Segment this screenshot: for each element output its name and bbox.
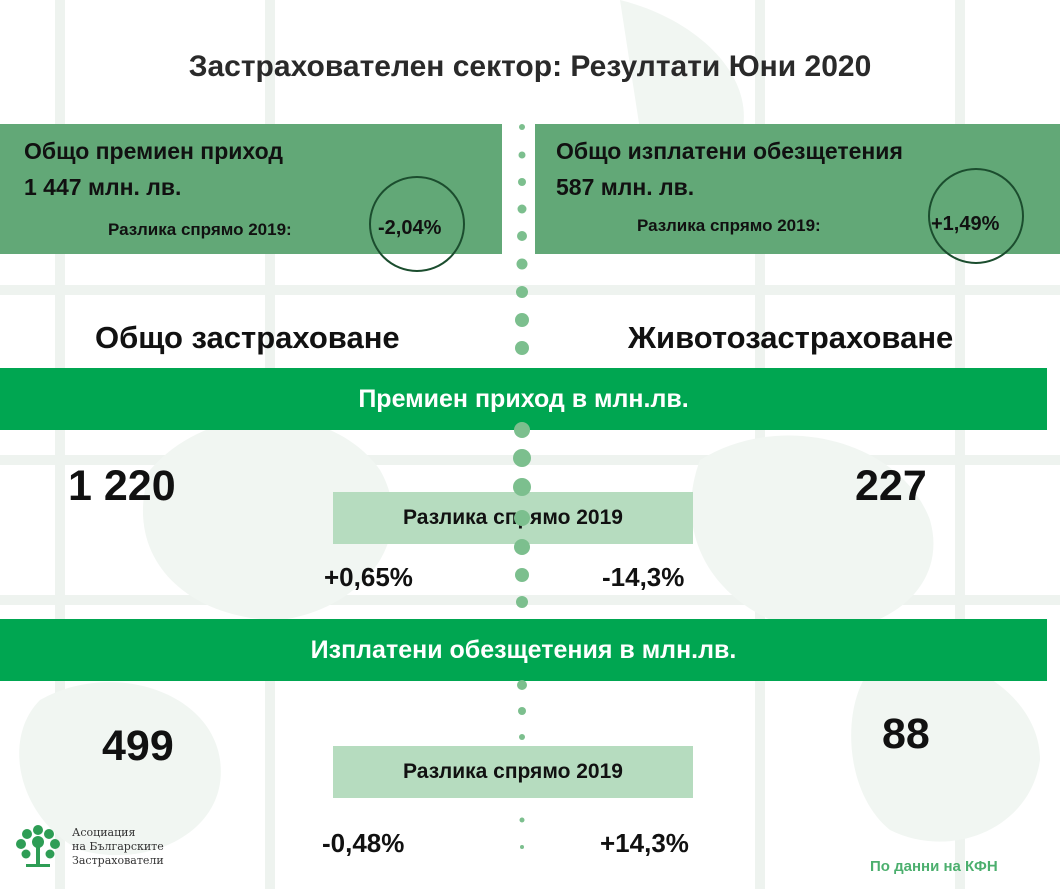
- premiums-diff-label: Разлика спрямо 2019: [333, 492, 693, 544]
- total-premiums-diff-label: Разлика спрямо 2019:: [108, 220, 292, 239]
- total-premiums-diff-value: -2,04%: [378, 217, 442, 239]
- page-title: Застрахователен сектор: Резултати Юни 20…: [188, 50, 872, 83]
- total-claims-card: Общо изплатени обезщетения 587 млн. лв. …: [535, 124, 1060, 264]
- total-claims-diff-label: Разлика спрямо 2019:: [637, 216, 821, 235]
- association-name-line1: Асоциация: [72, 826, 136, 839]
- source-note: По данни на КФН: [870, 858, 998, 875]
- general-premiums-diff: +0,65%: [324, 562, 413, 592]
- life-claims-diff: +14,3%: [600, 828, 689, 858]
- total-premiums-heading: Общо премиен приход: [24, 138, 283, 164]
- life-premiums-diff: -14,3%: [602, 562, 685, 592]
- general-premiums-value: 1 220: [68, 462, 176, 510]
- association-name-line2: на Българските: [72, 840, 164, 853]
- dotted-divider: [513, 124, 531, 849]
- total-claims-value: 587 млн. лв.: [556, 174, 695, 200]
- general-insurance-heading: Общо застраховане: [95, 320, 400, 355]
- life-premiums-value: 227: [855, 462, 927, 510]
- life-claims-value: 88: [882, 710, 930, 758]
- life-insurance-heading: Животозастраховане: [628, 320, 954, 355]
- association-name-line3: Застрахователи: [72, 854, 164, 867]
- association-name: Асоциация на Българските Застрахователи: [72, 826, 164, 868]
- general-claims-value: 499: [102, 722, 174, 770]
- total-claims-heading: Общо изплатени обезщетения: [556, 138, 903, 164]
- total-premiums-card: Общо премиен приход 1 447 млн. лв. Разли…: [0, 124, 502, 272]
- general-claims-diff: -0,48%: [322, 828, 405, 858]
- claims-diff-label: Разлика спрямо 2019: [333, 746, 693, 798]
- association-logo-icon: [16, 825, 60, 867]
- claims-band: Изплатени обезщетения в млн.лв.: [0, 619, 1047, 681]
- total-premiums-value: 1 447 млн. лв.: [24, 174, 182, 200]
- premiums-band: Премиен приход в млн.лв.: [0, 368, 1047, 430]
- total-premiums-diff-ring: [369, 176, 465, 272]
- total-claims-diff-value: +1,49%: [931, 213, 1000, 235]
- total-claims-diff-ring: [928, 168, 1024, 264]
